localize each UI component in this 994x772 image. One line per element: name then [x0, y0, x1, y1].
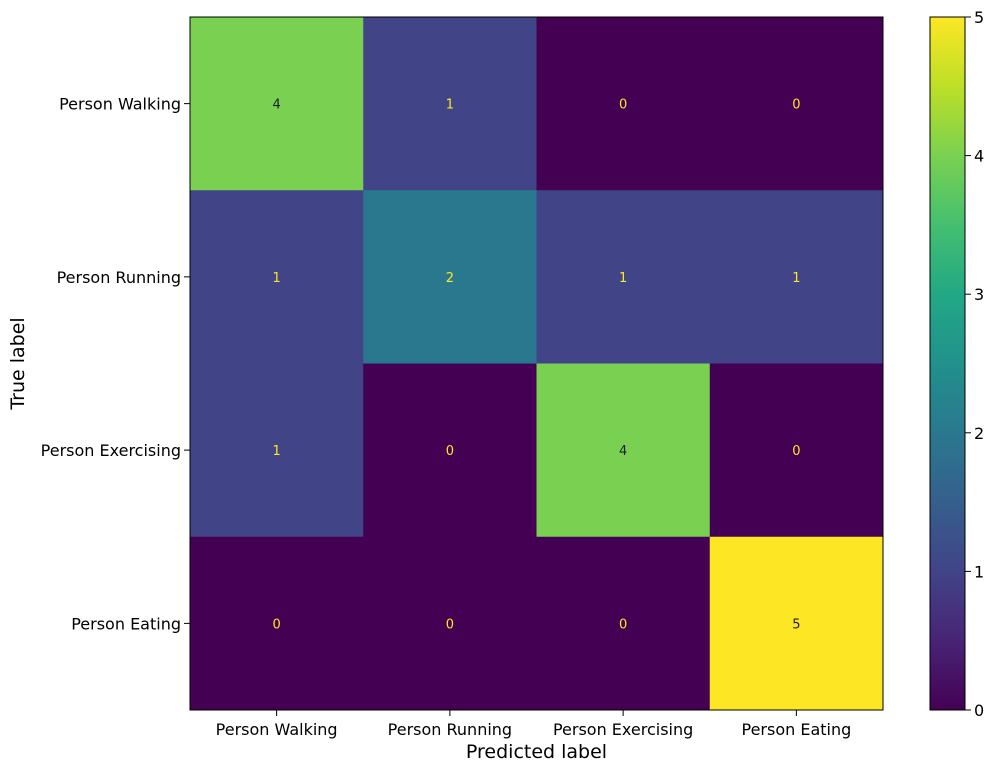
heatmap-cell [709, 363, 884, 538]
y-axis-label: True label [7, 317, 29, 410]
y-tick-label: Person Walking [59, 95, 181, 114]
plot-frame [189, 16, 884, 711]
colorbar-tick-label: 1 [974, 562, 984, 581]
heatmap-cell-labels: 4 1 0 0 1 2 1 1 1 0 4 0 0 0 0 5 [272, 98, 800, 633]
colorbar-tick-label: 3 [974, 285, 984, 304]
y-tick-label: Person Eating [71, 614, 181, 633]
cell-value-label: 1 [446, 98, 454, 113]
cell-value-label: 0 [619, 98, 627, 113]
colorbar-tick-label: 4 [974, 147, 984, 166]
heatmap-cell [536, 536, 711, 711]
cell-value-label: 1 [792, 271, 800, 286]
colorbar-tick-label: 5 [974, 8, 984, 27]
cell-value-label: 0 [272, 617, 280, 632]
y-tick-label: Person Exercising [41, 441, 181, 460]
x-axis-label: Predicted label [466, 741, 607, 763]
heatmap-cell [190, 17, 364, 191]
x-tick-label: Person Walking [216, 720, 338, 739]
cell-value-label: 0 [792, 444, 800, 459]
heatmap-cell [190, 363, 364, 538]
heatmap-cell [363, 536, 537, 711]
heatmap-cell [363, 363, 537, 538]
heatmap-cell [709, 17, 884, 191]
cell-value-label: 0 [792, 98, 800, 113]
cell-value-label: 4 [619, 444, 627, 459]
heatmap-cell [536, 17, 711, 191]
y-axis-ticks: Person Walking Person Running Person Exerc… [41, 95, 190, 633]
cell-value-label: 1 [272, 444, 280, 459]
heatmap-cell [363, 17, 537, 191]
heatmap-cell [190, 190, 364, 364]
cell-value-label: 1 [272, 271, 280, 286]
cell-value-label: 1 [619, 271, 627, 286]
x-tick-label: Person Running [388, 720, 512, 739]
heatmap-cell [536, 190, 711, 364]
cell-value-label: 0 [446, 444, 454, 459]
x-axis-ticks: Person Walking Person Running Person Exerc… [216, 710, 851, 739]
x-tick-label: Person Exercising [553, 720, 693, 739]
cell-value-label: 0 [619, 617, 627, 632]
heatmap-cell [190, 536, 364, 711]
cell-value-label: 0 [446, 617, 454, 632]
heatmap-cell [536, 363, 711, 538]
cell-value-label: 5 [792, 617, 800, 632]
heatmap-cell [363, 190, 537, 364]
y-tick-label: Person Running [57, 268, 181, 287]
heatmap-cells [190, 17, 884, 711]
cell-value-label: 2 [446, 271, 454, 286]
colorbar-ticks: 0 1 2 3 4 5 [965, 8, 984, 720]
heatmap-cell [709, 190, 884, 364]
heatmap-cell [709, 536, 884, 711]
cell-value-label: 4 [272, 98, 280, 113]
colorbar-tick-label: 0 [974, 701, 984, 720]
colorbar-tick-label: 2 [974, 424, 984, 443]
x-tick-label: Person Eating [741, 720, 851, 739]
colorbar [929, 16, 966, 711]
